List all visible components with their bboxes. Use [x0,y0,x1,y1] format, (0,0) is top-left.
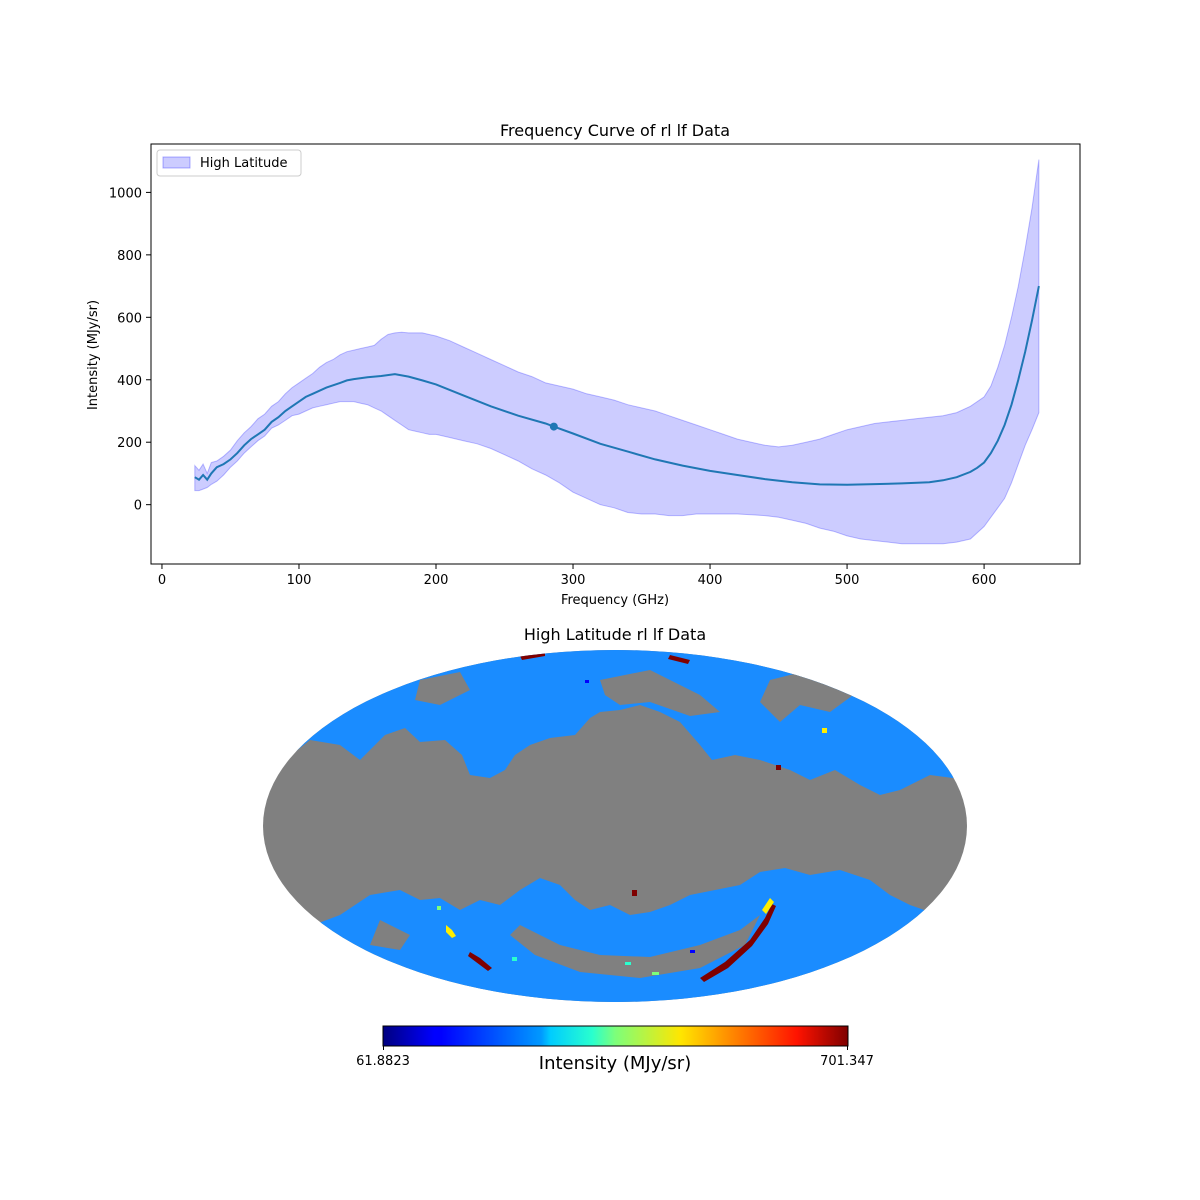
mean-intensity-line [194,285,1040,486]
x-tick-label: 600 [972,573,997,588]
legend: High Latitude [156,149,302,177]
x-tick-label: 100 [287,573,312,588]
y-tick-label: 200 [117,436,142,451]
confidence-band-high-latitude [194,159,1040,545]
map-title: High Latitude rl lf Data [524,625,706,644]
x-axis-ticks: 0 100 200 300 400 500 600 [158,564,997,588]
y-axis-label: Intensity (MJy/sr) [86,300,101,410]
plot-frame [150,143,1081,565]
legend-swatch-high-latitude [162,156,191,169]
south-high-latitude-region [263,868,967,1002]
y-tick-label: 600 [117,311,142,326]
y-axis-ticks: 0 200 400 600 800 1000 [109,186,151,514]
colorbar-max-label: 701.347 [820,1054,874,1069]
frequency-curve-chart: Frequency Curve of rl lf Data 0 100 200 300… [86,121,1081,608]
plot-area [194,159,1040,545]
colorbar-gradient [382,1025,849,1047]
x-tick-label: 0 [158,573,166,588]
marker-point-0 [549,422,558,431]
legend-box [156,149,302,177]
south-gray-arc [510,915,760,978]
x-tick-label: 200 [424,573,449,588]
legend-label-high-latitude: High Latitude [200,156,288,171]
north-gray-patch-a [415,672,470,705]
x-tick-label: 300 [561,573,586,588]
mollweide-map: High Latitude rl lf Data [263,625,967,1002]
x-tick-label: 500 [835,573,860,588]
y-tick-label: 400 [117,374,142,389]
map-hotspots [437,652,827,982]
y-tick-label: 1000 [109,186,142,201]
colorbar-min-label: 61.8823 [356,1054,410,1069]
x-axis-label: Frequency (GHz) [561,593,669,608]
x-tick-label: 400 [698,573,723,588]
top-chart-title: Frequency Curve of rl lf Data [500,121,730,140]
colorbar-title: Intensity (MJy/sr) [539,1053,691,1074]
map-projection [263,650,967,1002]
y-tick-label: 0 [134,499,142,514]
y-tick-label: 800 [117,249,142,264]
south-gray-patch [370,920,410,950]
colorbar: 61.8823 701.347 Intensity (MJy/sr) [356,1025,874,1074]
north-gray-patch-b [600,670,720,716]
